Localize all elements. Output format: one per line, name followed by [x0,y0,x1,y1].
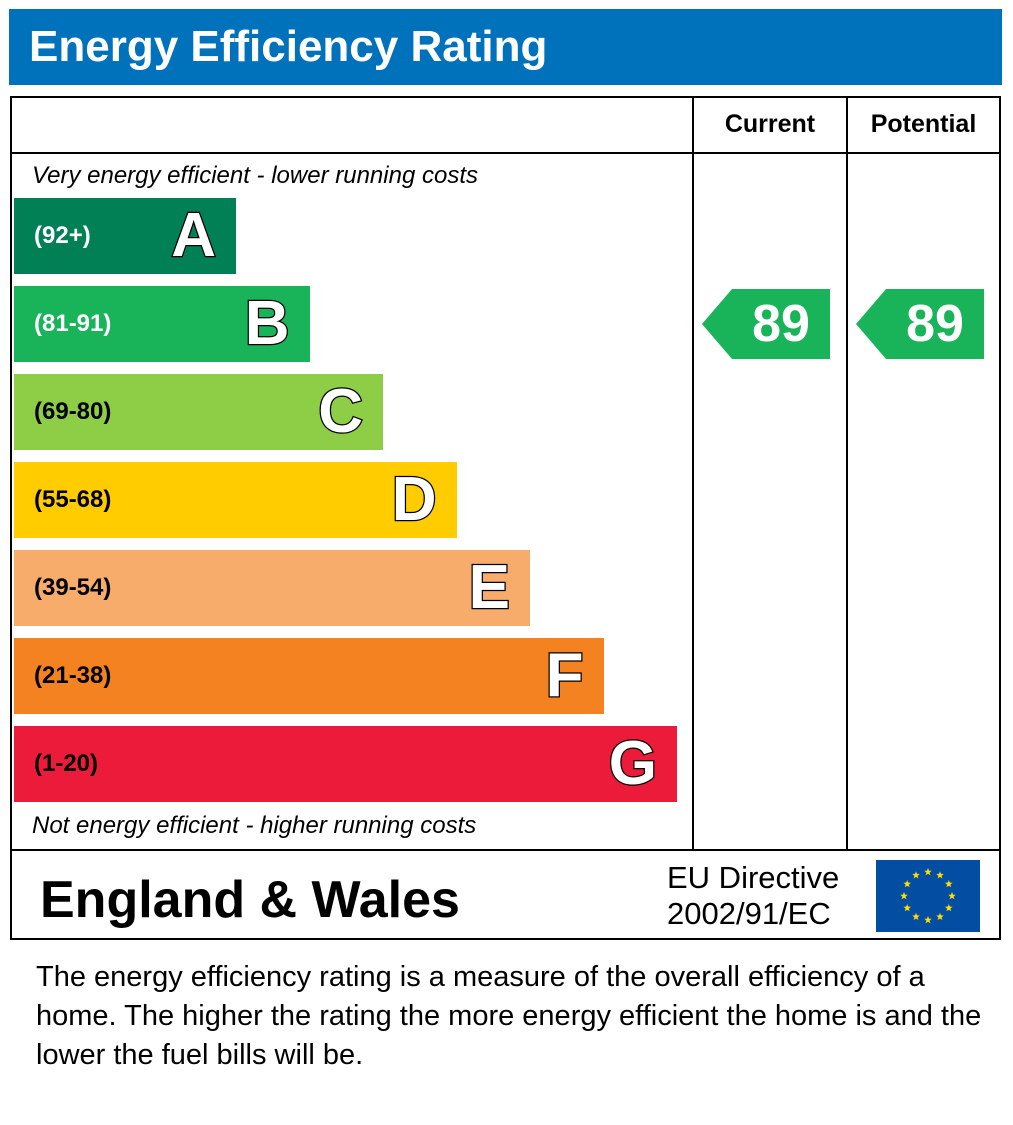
page-title: Energy Efficiency Rating [29,22,548,71]
header-divider [12,152,999,154]
band-range-label: (55-68) [34,486,112,513]
band-c: (69-80) C [14,374,383,450]
directive-line-1: EU Directive [667,860,840,895]
band-range-label: (69-80) [34,398,112,425]
band-letter: B [243,288,290,360]
band-b: (81-91) B [14,286,310,362]
potential-rating-value: 89 [906,295,964,353]
eu-flag-icon [876,860,980,932]
rating-frame: Current Potential Very energy efficient … [10,96,1001,940]
eu-star [936,912,944,921]
eu-star [903,904,912,912]
band-e: (39-54) E [14,550,530,626]
eu-stars [900,868,956,924]
eu-star [936,871,944,879]
band-range-label: (81-91) [34,310,112,337]
band-letter: E [467,552,511,624]
band-letter: F [544,640,584,712]
band-letter: A [170,200,217,272]
eu-star [900,892,908,900]
band-g: (1-20) G [14,726,677,802]
divider-current [692,98,694,851]
band-f: (21-38) F [14,638,604,714]
bottom-note: Not energy efficient - higher running co… [32,812,477,839]
band-range-label: (92+) [34,222,91,249]
potential-rating-arrow: 89 [856,289,984,359]
eu-star [912,912,920,921]
eu-star [924,916,932,924]
eu-star [944,904,953,912]
band-a: (92+) A [14,198,236,274]
region-label: England & Wales [40,871,460,929]
band-range-label: (39-54) [34,574,112,601]
band-range-label: (21-38) [34,662,112,689]
footer-divider [12,849,999,851]
band-letter: C [317,376,364,448]
top-note: Very energy efficient - lower running co… [32,162,478,189]
current-header: Current [724,110,816,138]
band-d: (55-68) D [14,462,457,538]
eu-star [944,880,953,888]
divider-potential [846,98,848,851]
directive-line-2: 2002/91/EC [667,896,831,931]
potential-header: Potential [870,110,977,138]
potential-arrow-shape [856,289,984,359]
current-rating-arrow: 89 [702,289,830,359]
eu-star [948,892,956,900]
band-range-label: (1-20) [34,750,99,777]
eu-star [912,871,920,879]
eu-star [903,880,912,888]
band-letter: D [390,464,437,536]
band-letter: G [608,728,659,800]
current-arrow-shape [702,289,830,359]
eu-star [924,868,932,876]
title-bar: Energy Efficiency Rating [9,9,1002,85]
footer-description: The energy efficiency rating is a measur… [36,961,982,1071]
eu-directive: EU Directive 2002/91/EC [667,860,839,932]
current-rating-value: 89 [752,295,810,353]
